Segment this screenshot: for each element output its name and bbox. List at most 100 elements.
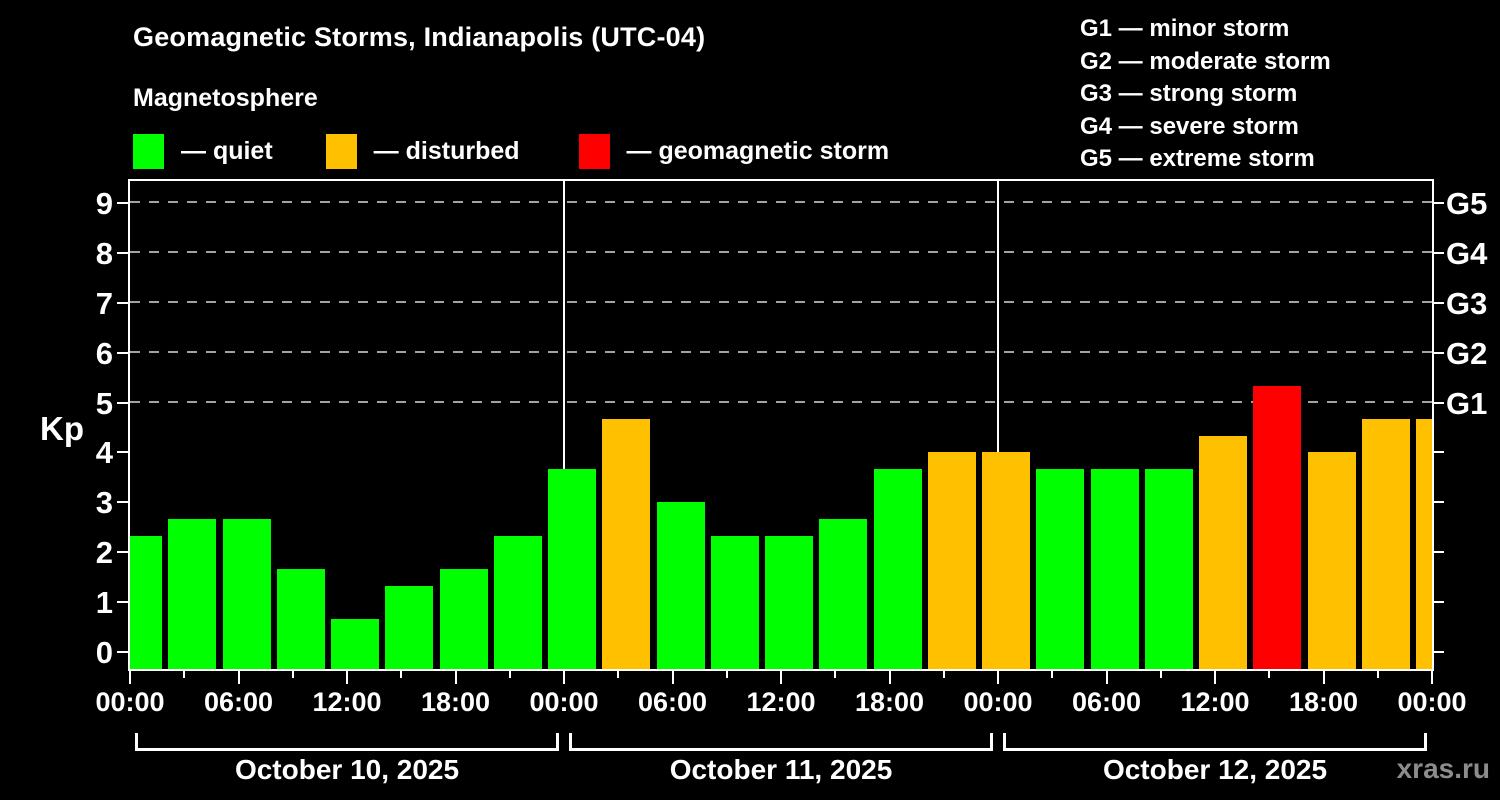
x-axis-tick-minor xyxy=(1268,671,1271,678)
x-axis-tick-minor xyxy=(291,671,294,678)
x-axis-tick-minor xyxy=(1051,671,1054,678)
y-axis-label: 7 xyxy=(95,285,113,321)
storm-color-swatch xyxy=(578,133,610,169)
x-axis-time-label: 06:00 xyxy=(203,687,274,717)
x-axis-time-label: 12:00 xyxy=(746,687,816,717)
y-axis-tick-right xyxy=(1432,301,1444,304)
g-level-label: G3 xyxy=(1446,285,1488,321)
day-bracket xyxy=(135,748,559,751)
x-axis-time-label: 00:00 xyxy=(1397,687,1467,717)
g-level-label: G5 xyxy=(1446,185,1488,221)
kp-bar xyxy=(602,419,651,669)
gridline-kp7 xyxy=(130,300,1432,303)
x-axis-time-label: 18:00 xyxy=(1288,687,1359,717)
x-axis-tick-minor xyxy=(400,671,403,678)
x-axis-tick-major xyxy=(346,671,348,684)
kp-bar xyxy=(1199,435,1247,669)
day-separator xyxy=(563,181,565,669)
status-legend: — quiet — disturbed — geomagnetic storm xyxy=(133,133,889,169)
y-axis-label: 1 xyxy=(95,585,113,621)
y-axis-tick-left xyxy=(117,551,129,554)
kp-bar xyxy=(656,502,705,669)
chart-subtitle: Magnetosphere xyxy=(133,84,318,112)
g-level-label: G1 xyxy=(1446,385,1488,421)
plot-area xyxy=(130,181,1432,669)
day-separator xyxy=(997,181,999,669)
y-axis-label: 5 xyxy=(95,385,113,421)
y-axis-label: 8 xyxy=(95,235,113,271)
kp-bar xyxy=(439,568,488,669)
y-axis-title: Kp xyxy=(40,410,84,447)
x-axis-tick-major xyxy=(237,671,240,684)
g-scale-line-g2: G2 — moderate storm xyxy=(1080,47,1331,75)
day-bracket xyxy=(569,748,993,751)
y-axis-label: 0 xyxy=(95,635,113,671)
y-axis-tick-left xyxy=(117,351,129,354)
g-scale-line-g1: G1 — minor storm xyxy=(1080,15,1290,42)
kp-bar xyxy=(493,535,542,669)
kp-bar xyxy=(982,452,1030,669)
day-bracket-end xyxy=(1424,733,1427,751)
x-axis-time-label: 06:00 xyxy=(1071,687,1142,717)
y-axis-tick-right xyxy=(1432,401,1444,404)
y-axis-tick-left xyxy=(117,601,129,604)
x-axis-time-label: 12:00 xyxy=(312,687,382,717)
kp-bar xyxy=(1036,468,1085,669)
x-axis-tick-major xyxy=(129,671,131,684)
y-axis-tick-left xyxy=(117,201,129,204)
y-axis-tick-left xyxy=(117,301,129,304)
day-bracket-end xyxy=(135,733,138,751)
gridline-kp5 xyxy=(130,400,1432,403)
kp-bar xyxy=(765,535,813,669)
g-scale-line-g4: G4 — severe storm xyxy=(1080,112,1299,140)
kp-bar xyxy=(276,568,325,669)
y-axis-tick-left xyxy=(117,251,129,254)
y-axis-tick-left xyxy=(117,501,129,504)
kp-bar xyxy=(1253,386,1302,669)
x-axis-tick-major xyxy=(563,671,565,684)
kp-bar xyxy=(1090,468,1139,669)
g-scale-line-g5: G5 — extreme storm xyxy=(1080,145,1315,172)
g-level-label: G4 xyxy=(1446,235,1488,271)
x-axis-tick-minor xyxy=(1376,671,1379,678)
y-axis-tick-right xyxy=(1432,601,1444,604)
disturbed-color-swatch xyxy=(325,133,357,169)
y-axis-tick-left xyxy=(117,401,129,404)
y-axis-tick-right xyxy=(1432,501,1444,504)
y-axis-label: 9 xyxy=(95,185,113,221)
x-axis-tick-major xyxy=(1214,671,1216,684)
y-axis-tick-left xyxy=(117,451,129,454)
y-axis-tick-right xyxy=(1432,651,1444,654)
x-axis-tick-minor xyxy=(942,671,945,678)
watermark: xras.ru xyxy=(1396,753,1490,784)
x-axis-tick-minor xyxy=(725,671,728,678)
kp-bar xyxy=(873,468,922,669)
legend-item-disturbed: — disturbed xyxy=(325,133,520,169)
legend-label-storm: — geomagnetic storm xyxy=(626,136,890,165)
legend-item-quiet: — quiet xyxy=(133,133,273,169)
y-axis-tick-right xyxy=(1432,551,1444,554)
x-axis-tick-major xyxy=(1105,671,1108,684)
g-level-label: G2 xyxy=(1446,335,1488,371)
x-axis-tick-major xyxy=(888,671,891,684)
day-bracket-end xyxy=(1003,733,1006,751)
gridline-kp9 xyxy=(130,200,1432,203)
legend-label-disturbed: — disturbed xyxy=(373,136,520,165)
x-axis-tick-major xyxy=(1322,671,1325,684)
y-axis-label: 4 xyxy=(95,435,113,471)
x-axis-time-label: 00:00 xyxy=(529,687,599,717)
kp-bar xyxy=(168,518,217,669)
x-axis-tick-major xyxy=(997,671,999,684)
x-axis-tick-minor xyxy=(834,671,837,678)
y-axis-tick-left xyxy=(117,651,129,654)
kp-bar xyxy=(222,518,271,669)
x-axis-time-label: 06:00 xyxy=(637,687,708,717)
day-bracket-end xyxy=(990,733,993,751)
kp-bar xyxy=(927,452,976,669)
x-axis-time-label: 18:00 xyxy=(854,687,925,717)
y-axis-tick-right xyxy=(1432,251,1444,254)
x-axis-tick-major xyxy=(454,671,457,684)
y-axis-tick-right xyxy=(1432,351,1444,354)
x-axis-time-label: 18:00 xyxy=(420,687,491,717)
